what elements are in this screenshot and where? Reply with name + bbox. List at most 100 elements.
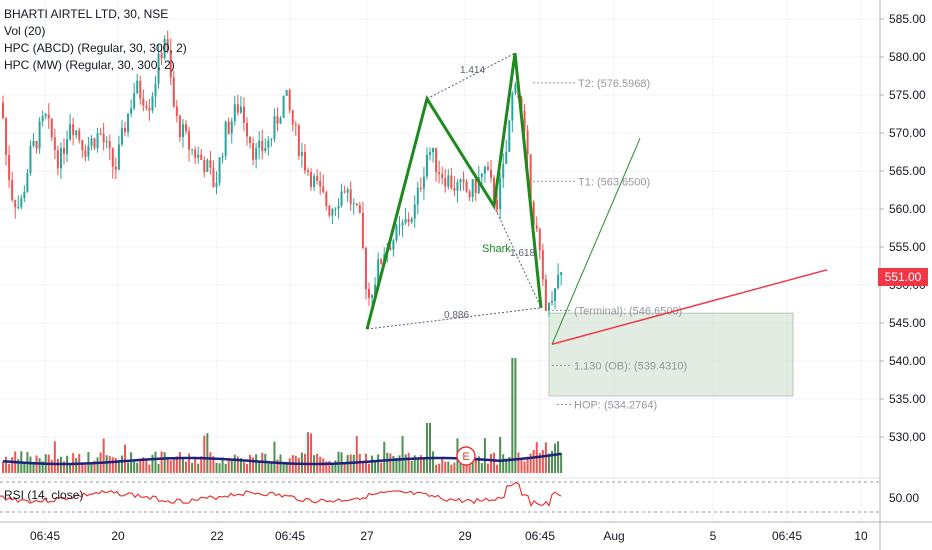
candle-body (270, 139, 273, 141)
price-tick-label: 555.00 (889, 240, 926, 254)
candle-body (429, 152, 431, 155)
volume-bar (2, 461, 4, 473)
candle-body (523, 110, 526, 131)
volume-bar (432, 451, 435, 473)
candle-body (319, 180, 322, 187)
candle-body (175, 106, 178, 117)
candle-body (432, 147, 435, 153)
volume-bar (154, 451, 157, 473)
volume-bar (178, 452, 181, 473)
symbol-title[interactable]: BHARTI AIRTEL LTD, 30, NSE (4, 7, 169, 21)
volume-bar (444, 461, 447, 473)
projection-line-green (551, 138, 641, 345)
candle-body (486, 166, 489, 170)
potential-reversal-zone (548, 312, 794, 397)
volume-bar (212, 456, 215, 473)
candle-body (401, 222, 404, 226)
candle-body (544, 279, 547, 311)
volume-bar (185, 461, 187, 473)
volume-bar (130, 452, 133, 473)
time-tick-label: 29 (458, 529, 472, 543)
candle-body (212, 167, 215, 188)
volume-bar (416, 459, 419, 473)
volume-bar (334, 460, 337, 473)
candle-body (532, 201, 535, 226)
volume-bar (517, 452, 520, 473)
candle-body (239, 106, 242, 113)
volume-bar (120, 455, 123, 473)
candle-body (203, 159, 206, 173)
candle-body (307, 170, 309, 173)
candle-body (84, 150, 87, 157)
volume-bar (105, 455, 108, 473)
volume-bar (404, 454, 407, 473)
candle-body (102, 133, 105, 143)
candle-body (267, 140, 270, 149)
volume-bar (50, 459, 53, 473)
time-tick-label: 06:45 (30, 529, 60, 543)
volume-bar (258, 461, 261, 473)
candle-body (368, 289, 370, 298)
volume-bar (322, 458, 325, 473)
volume-bar (438, 463, 441, 473)
hpc-abcd-indicator-label[interactable]: HPC (ABCD) (Regular, 30, 300, 2) (4, 41, 187, 55)
volume-bar (392, 456, 395, 473)
candle-body (35, 141, 38, 149)
candle-body (63, 147, 65, 154)
volume-bar (32, 461, 35, 473)
candle-body (130, 108, 133, 114)
volume-bar (114, 457, 117, 473)
candle-body (325, 192, 328, 207)
volume-bar (191, 462, 194, 473)
volume-bar (188, 453, 191, 473)
volume-bar (267, 463, 270, 473)
volume-bar (505, 458, 508, 473)
candle-body (395, 225, 398, 241)
volume-bar (441, 458, 444, 473)
volume-bar (480, 463, 483, 473)
candle-body (364, 248, 367, 290)
grid (0, 0, 880, 522)
volume-bar (111, 457, 114, 473)
candle-body (246, 122, 248, 137)
target-level-label: HOP: (534.2764) (574, 399, 657, 411)
rsi-indicator-label[interactable]: RSI (14, close) (4, 488, 84, 502)
hpc-mw-indicator-label[interactable]: HPC (MW) (Regular, 30, 300, 2) (4, 58, 175, 72)
volume-bar (63, 461, 65, 473)
volume-bar (11, 457, 14, 473)
candle-body (453, 188, 456, 191)
candle-body (185, 124, 187, 132)
candle-body (124, 128, 126, 133)
time-tick-label: 06:45 (525, 529, 555, 543)
volume-bar (297, 457, 300, 473)
volume-bar (352, 454, 355, 473)
volume-bar (331, 462, 334, 473)
volume-bar (175, 456, 178, 473)
candle-body (194, 149, 197, 158)
candle-body (526, 130, 529, 155)
candle-body (300, 152, 303, 156)
candle-body (483, 166, 486, 174)
rsi-tick-label: 50.00 (889, 491, 919, 505)
volume-bar (108, 456, 111, 473)
candle-body (398, 225, 401, 227)
volume-bar (523, 461, 526, 473)
time-axis[interactable]: 06:45 20 22 06:45 27 29 06:45 Aug 5 06:45 10 (0, 521, 932, 543)
target-level-label: 1.130 (OB): (539.4310) (574, 360, 687, 372)
volume-bar (374, 460, 377, 473)
price-axis[interactable]: 585.00 580.00 575.00 570.00 565.00 560.00 555.… (879, 0, 926, 550)
candle-body (157, 53, 160, 84)
volume-bar (310, 433, 313, 473)
last-price-badge: 551.00 (878, 268, 928, 287)
candle-body (90, 138, 93, 146)
candle-body (355, 203, 358, 206)
candle-body (154, 83, 157, 97)
volume-bar (361, 462, 364, 473)
volume-bar (90, 463, 93, 473)
earnings-event-label: E (462, 451, 469, 463)
target-level-label: T1: (563.6500) (578, 176, 650, 188)
volume-bar (395, 457, 398, 473)
candle-body (328, 206, 331, 216)
volume-indicator-label[interactable]: Vol (20) (4, 24, 46, 38)
